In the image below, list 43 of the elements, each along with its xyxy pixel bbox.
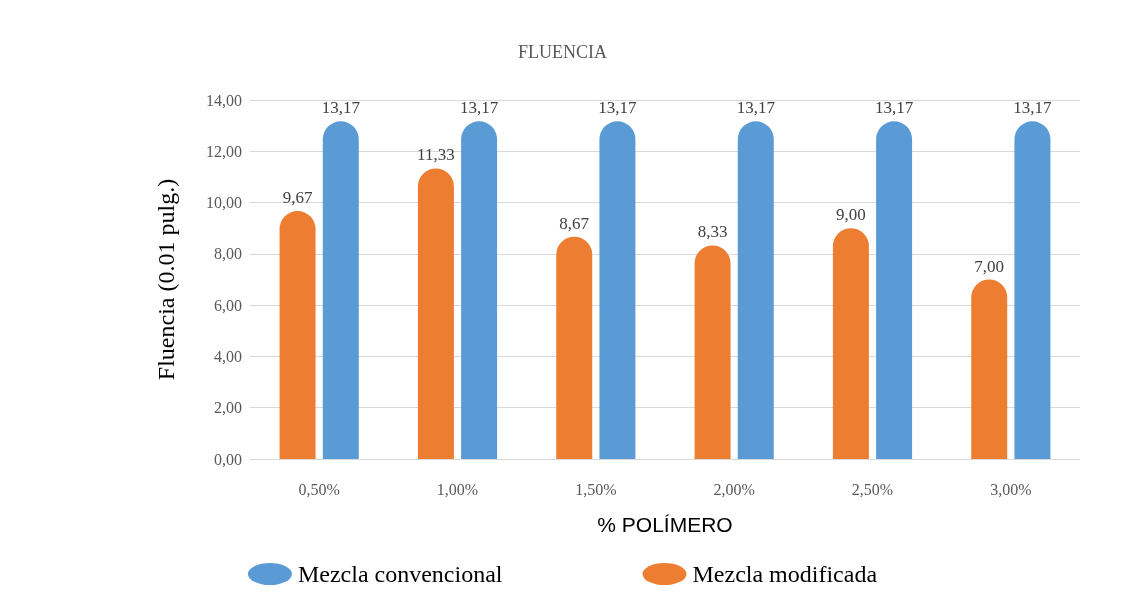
y-tick-label: 0,00 [214, 450, 242, 468]
x-tick-label: 1,00% [436, 480, 479, 498]
y-tick-label: 12,00 [206, 142, 242, 160]
data-label: 13,17 [874, 98, 914, 118]
x-tick-label: 0,50% [298, 480, 340, 498]
data-label: 9,00 [836, 205, 866, 225]
y-tick-label: 4,00 [214, 347, 242, 365]
data-label: 13,17 [736, 98, 776, 118]
data-label: 7,00 [974, 256, 1005, 276]
data-label: 9,67 [282, 188, 313, 208]
bar [737, 121, 774, 459]
bar [417, 168, 454, 459]
data-label: 13,17 [598, 98, 638, 118]
bar [876, 121, 913, 459]
y-tick-label: 6,00 [214, 296, 242, 314]
bar [832, 228, 869, 459]
data-label: 13,17 [321, 98, 361, 118]
data-label: 13,17 [1013, 98, 1053, 118]
bar [279, 211, 316, 459]
y-tick-label: 2,00 [214, 399, 242, 417]
y-axis-title: Fluencia (0.01 pulg.) [153, 178, 179, 381]
data-label: 11,33 [417, 145, 455, 165]
data-label: 8,33 [697, 222, 728, 242]
x-tick-label: 3,00% [990, 480, 1032, 498]
bar [556, 236, 593, 459]
data-label: 8,67 [559, 213, 590, 233]
bar [599, 121, 636, 459]
x-tick-label: 2,50% [851, 480, 894, 498]
data-label: 13,17 [459, 98, 499, 118]
y-tick-label: 8,00 [214, 245, 242, 263]
chart-title: FLUENCIA [518, 42, 607, 62]
x-tick-label: 2,00% [713, 480, 755, 498]
legend-label: Mezcla convencional [297, 561, 503, 587]
bar [971, 279, 1008, 459]
y-tick-label: 14,00 [206, 91, 242, 109]
y-tick-label: 10,00 [206, 194, 242, 212]
bar [1014, 121, 1051, 459]
bar [461, 121, 498, 459]
x-tick-label: 1,50% [575, 480, 617, 498]
x-axis-title: % POLÍMERO [597, 513, 733, 536]
bar [694, 245, 731, 459]
bar [322, 121, 359, 459]
legend-label: Mezcla modificada [692, 561, 878, 587]
